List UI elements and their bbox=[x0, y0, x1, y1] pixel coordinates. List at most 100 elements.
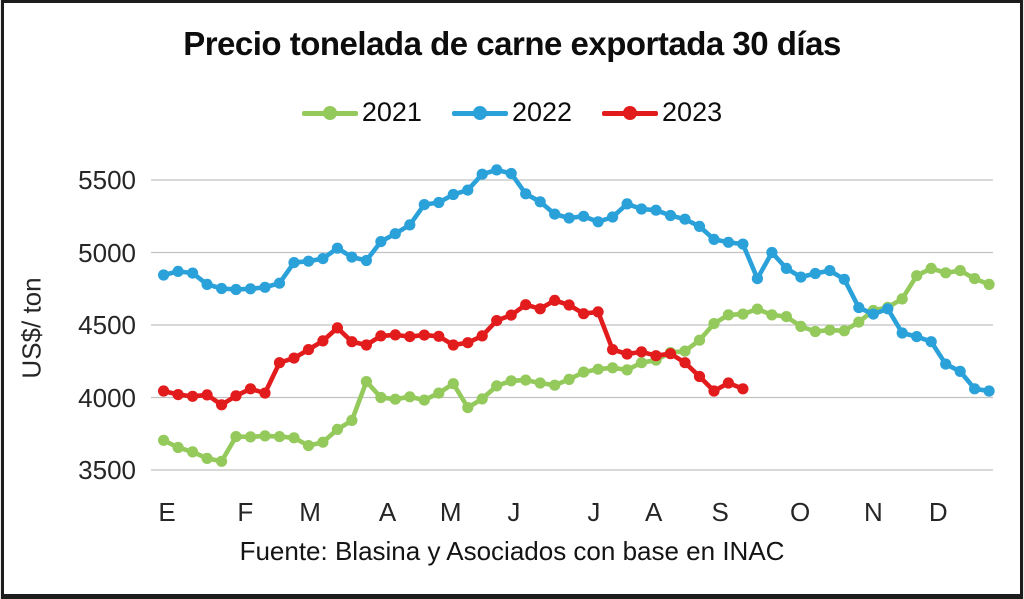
legend-marker-dot bbox=[623, 105, 638, 120]
series-point-2023-40 bbox=[737, 383, 749, 395]
series-point-2023-15 bbox=[375, 330, 387, 342]
series-point-2022-39 bbox=[722, 236, 735, 248]
series-point-2021-22 bbox=[476, 393, 488, 405]
series-point-2021-27 bbox=[549, 379, 561, 391]
series-point-2022-43 bbox=[780, 262, 793, 274]
series-point-2023-10 bbox=[302, 344, 315, 356]
series-point-2022-45 bbox=[809, 267, 821, 280]
series-point-2023-6 bbox=[244, 383, 257, 395]
series-point-2021-37 bbox=[693, 334, 706, 346]
series-point-2023-26 bbox=[534, 303, 546, 315]
series-line-2021 bbox=[161, 266, 992, 464]
series-point-2023-16 bbox=[389, 329, 401, 341]
series-point-2022-30 bbox=[592, 216, 604, 228]
series-point-2021-24 bbox=[505, 375, 517, 387]
series-point-2022-49 bbox=[867, 308, 879, 320]
series-point-2022-4 bbox=[216, 282, 228, 295]
y-tick-label-5000: 5000 bbox=[78, 237, 136, 268]
series-point-2023-17 bbox=[404, 331, 416, 343]
series-point-2021-40 bbox=[737, 308, 749, 320]
plot-area bbox=[151, 164, 995, 471]
series-point-2023-21 bbox=[462, 337, 474, 349]
series-point-2023-5 bbox=[230, 390, 242, 402]
series-point-2023-27 bbox=[549, 294, 561, 306]
series-point-2023-0 bbox=[158, 385, 170, 397]
series-point-2022-25 bbox=[520, 188, 532, 200]
series-point-2021-54 bbox=[940, 267, 952, 279]
series-point-2021-2 bbox=[187, 446, 199, 458]
series-point-2022-16 bbox=[389, 228, 401, 240]
legend-item-2022: 2022 bbox=[451, 97, 573, 128]
series-line-2022 bbox=[161, 167, 992, 394]
series-point-2021-18 bbox=[418, 394, 430, 406]
series-point-2022-13 bbox=[346, 251, 358, 263]
series-point-2022-22 bbox=[476, 168, 488, 180]
x-tick-label-10-O: O bbox=[790, 497, 811, 527]
series-point-2022-3 bbox=[201, 278, 213, 290]
series-point-2022-8 bbox=[273, 277, 286, 289]
series-point-2023-28 bbox=[563, 299, 575, 311]
series-point-2022-27 bbox=[549, 208, 561, 220]
series-point-2023-18 bbox=[418, 329, 430, 341]
series-point-2021-39 bbox=[722, 309, 735, 321]
series-point-2023-19 bbox=[433, 330, 445, 342]
series-point-2022-33 bbox=[635, 203, 648, 215]
x-tick-label-9-S: S bbox=[711, 497, 729, 527]
series-point-2021-12 bbox=[331, 423, 343, 435]
x-tick-label-5-M: M bbox=[439, 497, 462, 527]
series-point-2021-1 bbox=[172, 441, 184, 454]
legend-label-2022: 2022 bbox=[511, 97, 573, 127]
series-point-2023-33 bbox=[635, 346, 648, 358]
series-point-2023-34 bbox=[650, 350, 662, 362]
series-point-2023-32 bbox=[621, 348, 633, 360]
series-point-2023-20 bbox=[447, 339, 459, 351]
series-point-2021-25 bbox=[520, 374, 532, 386]
series-point-2021-16 bbox=[389, 393, 401, 405]
series-point-2021-4 bbox=[216, 455, 228, 467]
series-point-2021-41 bbox=[751, 303, 764, 315]
series-point-2021-5 bbox=[230, 431, 242, 443]
series-point-2023-39 bbox=[722, 377, 735, 389]
series-point-2022-7 bbox=[259, 281, 271, 293]
series-point-2022-5 bbox=[230, 283, 242, 296]
series-point-2023-31 bbox=[607, 344, 619, 356]
series-point-2022-46 bbox=[824, 265, 836, 277]
series-point-2022-26 bbox=[534, 196, 546, 208]
series-point-2021-17 bbox=[404, 391, 416, 403]
series-point-2021-44 bbox=[795, 320, 807, 332]
series-point-2021-8 bbox=[273, 431, 286, 443]
y-tick-label-5500: 5500 bbox=[78, 165, 136, 195]
series-point-2022-19 bbox=[433, 196, 445, 209]
series-point-2021-47 bbox=[838, 325, 850, 337]
series-point-2021-15 bbox=[375, 391, 387, 404]
series-point-2021-46 bbox=[824, 324, 836, 336]
series-point-2021-31 bbox=[607, 362, 619, 374]
series-point-2022-51 bbox=[896, 327, 908, 339]
legend-marker-2023 bbox=[602, 105, 659, 120]
series-point-2022-1 bbox=[172, 265, 184, 277]
legend-item-2023: 2023 bbox=[602, 97, 722, 128]
series-point-2021-11 bbox=[317, 436, 329, 448]
series-point-2023-30 bbox=[592, 306, 604, 318]
legend: 2021 2022 2023 bbox=[4, 97, 1020, 128]
series-point-2021-6 bbox=[244, 431, 257, 443]
series-point-2021-9 bbox=[288, 432, 300, 444]
series-point-2021-21 bbox=[462, 402, 474, 414]
x-tick-label-1-E: E bbox=[158, 497, 176, 527]
series-point-2023-22 bbox=[476, 330, 488, 342]
x-tick-label-8-A: A bbox=[645, 497, 663, 527]
series-point-2022-37 bbox=[693, 220, 706, 232]
series-point-2022-44 bbox=[795, 271, 807, 283]
x-tick-label-7-J: J bbox=[587, 497, 601, 527]
series-point-2022-2 bbox=[187, 267, 199, 279]
series-point-2023-23 bbox=[491, 315, 503, 327]
series-point-2023-7 bbox=[259, 387, 271, 399]
series-point-2022-32 bbox=[621, 198, 633, 210]
series-point-2021-10 bbox=[302, 440, 315, 452]
series-point-2022-48 bbox=[853, 302, 865, 314]
series-point-2022-23 bbox=[491, 164, 503, 176]
series-point-2021-30 bbox=[592, 363, 604, 375]
series-point-2021-28 bbox=[563, 373, 575, 385]
series-point-2023-11 bbox=[317, 335, 329, 347]
